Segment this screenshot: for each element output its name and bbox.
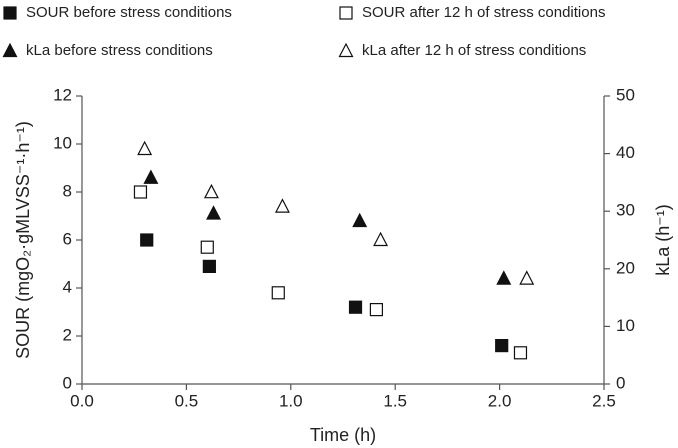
y-tick-label: 4 — [63, 277, 72, 296]
y2-axis-title: kLa (h⁻¹) — [653, 204, 673, 276]
y2-tick-label: 50 — [616, 85, 635, 104]
point — [203, 183, 219, 199]
legend-label: kLa after 12 h of stress conditions — [362, 42, 586, 59]
x-tick-label: 1.5 — [383, 391, 407, 410]
y-tick-label: 6 — [63, 229, 72, 248]
point — [206, 205, 222, 220]
y2-tick-label: 0 — [616, 373, 625, 392]
legend-marker — [2, 42, 18, 58]
x-tick-label: 1.0 — [279, 391, 303, 410]
x-tick-label: 2.0 — [488, 391, 512, 410]
y-tick-label: 10 — [53, 133, 72, 152]
point — [369, 303, 384, 317]
point — [133, 185, 148, 199]
point — [202, 259, 216, 273]
y2-tick-label: 20 — [616, 258, 635, 277]
point — [143, 169, 159, 184]
x-axis-title: Time (h) — [310, 425, 376, 445]
y-tick-label: 0 — [63, 373, 72, 392]
y2-tick-label: 30 — [616, 201, 635, 220]
point — [495, 339, 509, 353]
point — [496, 270, 512, 285]
y2-tick-label: 10 — [616, 316, 635, 335]
point — [274, 198, 290, 213]
legend-label: SOUR after 12 h of stress conditions — [362, 4, 605, 21]
point — [140, 233, 154, 247]
point — [348, 300, 363, 314]
x-tick-label: 2.5 — [592, 391, 616, 410]
legend-label: SOUR before stress conditions — [26, 4, 232, 21]
point — [271, 286, 285, 300]
point — [200, 240, 214, 254]
point — [513, 346, 528, 360]
y-tick-label: 12 — [53, 85, 72, 104]
y2-tick-label: 40 — [616, 143, 635, 162]
y-tick-label: 8 — [63, 181, 72, 200]
point — [352, 212, 368, 228]
legend-marker — [338, 42, 354, 58]
point — [137, 140, 153, 156]
legend-marker — [339, 6, 353, 20]
point — [519, 270, 535, 285]
y-axis-title: SOUR (mgO₂·gMLVSS⁻¹·h⁻¹) — [13, 121, 33, 359]
x-tick-label: 0.0 — [70, 391, 94, 410]
point — [373, 231, 389, 247]
legend-label: kLa before stress conditions — [26, 42, 213, 59]
y-tick-label: 2 — [63, 325, 72, 344]
legend-marker — [3, 6, 17, 20]
x-tick-label: 0.5 — [175, 391, 199, 410]
